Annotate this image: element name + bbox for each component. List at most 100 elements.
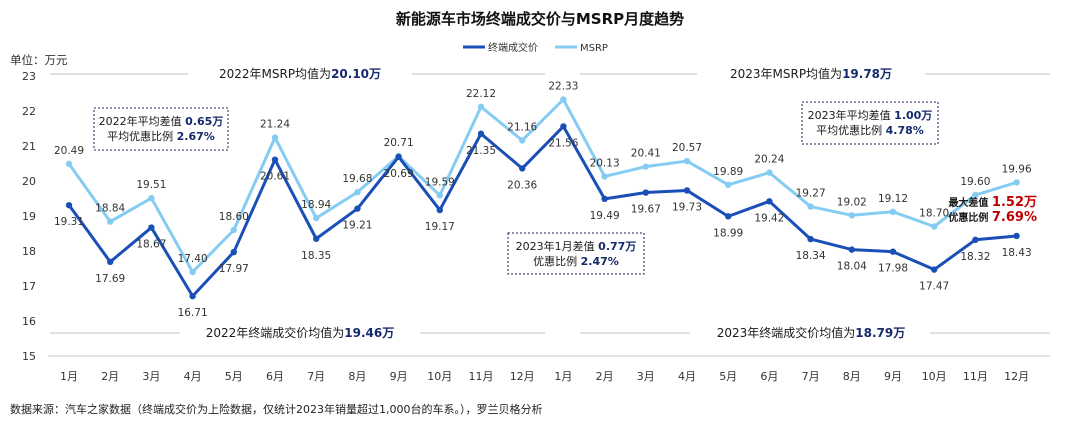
msrp-data-label: 19.59: [425, 176, 455, 188]
deal-price-data-label: 17.98: [878, 263, 908, 275]
deal-price-point: [354, 205, 361, 212]
msrp-data-label: 19.02: [837, 196, 867, 208]
max-diff-line2: 优惠比例 7.69%: [948, 210, 1037, 225]
y-tick-label: 15: [22, 350, 36, 363]
deal-price-point: [972, 236, 979, 243]
msrp-point: [601, 173, 608, 180]
x-tick-label: 5月: [225, 370, 243, 383]
deal-price-data-label: 19.21: [342, 220, 372, 232]
deal-price-point: [601, 195, 608, 203]
legend-label-deal-price: 终端成交价: [488, 41, 538, 54]
x-tick-label: 2月: [101, 370, 119, 383]
y-tick-label: 20: [22, 175, 36, 188]
y-tick-label: 22: [22, 105, 36, 118]
msrp-point: [848, 212, 855, 219]
msrp-series-line: [67, 97, 1018, 274]
deal-price-point: [107, 258, 114, 266]
msrp-data-label: 21.24: [260, 119, 290, 131]
deal-price-data-label: 19.17: [425, 221, 455, 233]
x-tick-label: 8月: [843, 370, 861, 383]
msrp-data-label: 20.13: [590, 157, 620, 169]
x-tick-label: 9月: [884, 370, 902, 383]
msrp-point: [519, 137, 526, 144]
deal-price-point: [1013, 232, 1020, 240]
x-tick-label: 7月: [307, 370, 325, 383]
deal-price-point: [725, 213, 732, 220]
msrp-point: [725, 181, 732, 189]
deal-price-point: [560, 123, 567, 130]
deal-price-data-label: 19.73: [672, 201, 702, 213]
labels-deal-price: 19.31 17.69 18.67 16.71 17.97 20.61 18.35 19.21…: [54, 137, 1032, 319]
x-tick-label: 1月: [60, 370, 78, 383]
deal-price-data-label: 20.69: [384, 168, 414, 180]
msrp-data-label: 20.71: [384, 137, 414, 149]
msrp-data-label: 19.96: [1002, 163, 1032, 175]
deal-price-point: [230, 248, 237, 256]
series-deal-price: [65, 123, 1020, 300]
msrp-data-label: 19.89: [713, 166, 743, 178]
msrp-data-label: 21.16: [507, 121, 537, 133]
unit-label: 单位：万元: [10, 53, 68, 67]
y-tick-label: 23: [22, 70, 36, 83]
msrp-data-label: 19.60: [960, 176, 990, 188]
annotation-jan-line1: 2023年1月差值 0.77万: [516, 239, 637, 253]
legend: 终端成交价 MSRP: [463, 41, 608, 54]
y-tick-label: 17: [22, 280, 36, 293]
x-tick-label: 10月: [427, 370, 452, 383]
x-tick-label: 11月: [963, 370, 988, 383]
chart-title: 新能源车市场终端成交价与MSRP月度趋势: [396, 10, 684, 28]
msrp-data-label: 17.40: [178, 253, 208, 265]
deal-price-point: [395, 153, 402, 161]
deal-price-point: [642, 189, 649, 196]
deal-price-data-label: 18.04: [837, 261, 867, 273]
deal-price-data-label: 20.36: [507, 179, 537, 191]
deal-price-data-label: 18.67: [136, 239, 166, 251]
msrp-point: [560, 96, 567, 103]
annotation-box-2022: 2022年平均差值 0.65万 平均优惠比例 2.67%: [93, 107, 229, 151]
deal-price-data-label: 21.35: [466, 145, 496, 157]
deal-price-data-label: 18.34: [796, 250, 826, 262]
msrp-point: [271, 134, 279, 141]
annotation-2023-line2: 平均优惠比例 4.78%: [816, 123, 924, 137]
msrp-data-label: 18.94: [301, 199, 331, 211]
msrp-2023-mean-label: 2023年MSRP均值为19.78万: [730, 66, 892, 81]
msrp-point: [189, 268, 196, 276]
x-tick-label: 1月: [554, 370, 572, 383]
deal-price-point: [889, 248, 897, 255]
msrp-point: [436, 192, 443, 199]
deal-price-data-label: 21.56: [548, 137, 578, 149]
y-tick-label: 16: [22, 315, 36, 328]
deal-price-data-label: 19.49: [590, 210, 620, 222]
deal-price-point: [683, 187, 691, 194]
msrp-point: [807, 203, 814, 210]
labels-msrp: 20.49 18.84 19.51 17.40 18.60 21.24 18.94 19.68…: [54, 80, 1032, 265]
y-tick-label: 19: [22, 210, 36, 223]
x-tick-label: 3月: [637, 370, 655, 383]
msrp-data-label: 18.84: [95, 203, 125, 215]
msrp-data-label: 22.33: [548, 80, 578, 92]
msrp-point: [313, 214, 320, 222]
msrp-data-label: 20.24: [754, 154, 784, 166]
x-axis-ticks: 1月 2月 3月 4月 5月 6月 7月 8月 9月 10月 11月 12月 1月 2月 3月 4月 5月 6月 7…: [60, 370, 1029, 383]
msrp-point: [1013, 179, 1020, 186]
msrp-2022-mean-label: 2022年MSRP均值为20.10万: [219, 66, 381, 81]
msrp-point: [477, 103, 485, 111]
deal-price-data-label: 19.67: [631, 204, 661, 216]
msrp-point: [230, 226, 237, 234]
x-tick-label: 11月: [469, 370, 494, 383]
msrp-data-label: 19.68: [342, 173, 372, 185]
msrp-point: [65, 160, 73, 168]
x-tick-label: 6月: [760, 370, 778, 383]
x-tick-label: 12月: [510, 370, 535, 383]
x-tick-label: 9月: [390, 370, 408, 383]
deal-price-data-label: 17.47: [919, 281, 949, 293]
deal-2022-mean-label: 2022年终端成交价均值为19.46万: [206, 325, 395, 340]
deal-price-data-label: 18.32: [960, 251, 990, 263]
msrp-point: [766, 169, 773, 176]
x-tick-label: 5月: [719, 370, 737, 383]
max-diff-line1: 最大差值 1.52万: [948, 195, 1037, 210]
y-tick-label: 21: [22, 140, 36, 153]
deal-price-series-line: [67, 124, 1017, 298]
y-tick-label: 18: [22, 245, 36, 258]
